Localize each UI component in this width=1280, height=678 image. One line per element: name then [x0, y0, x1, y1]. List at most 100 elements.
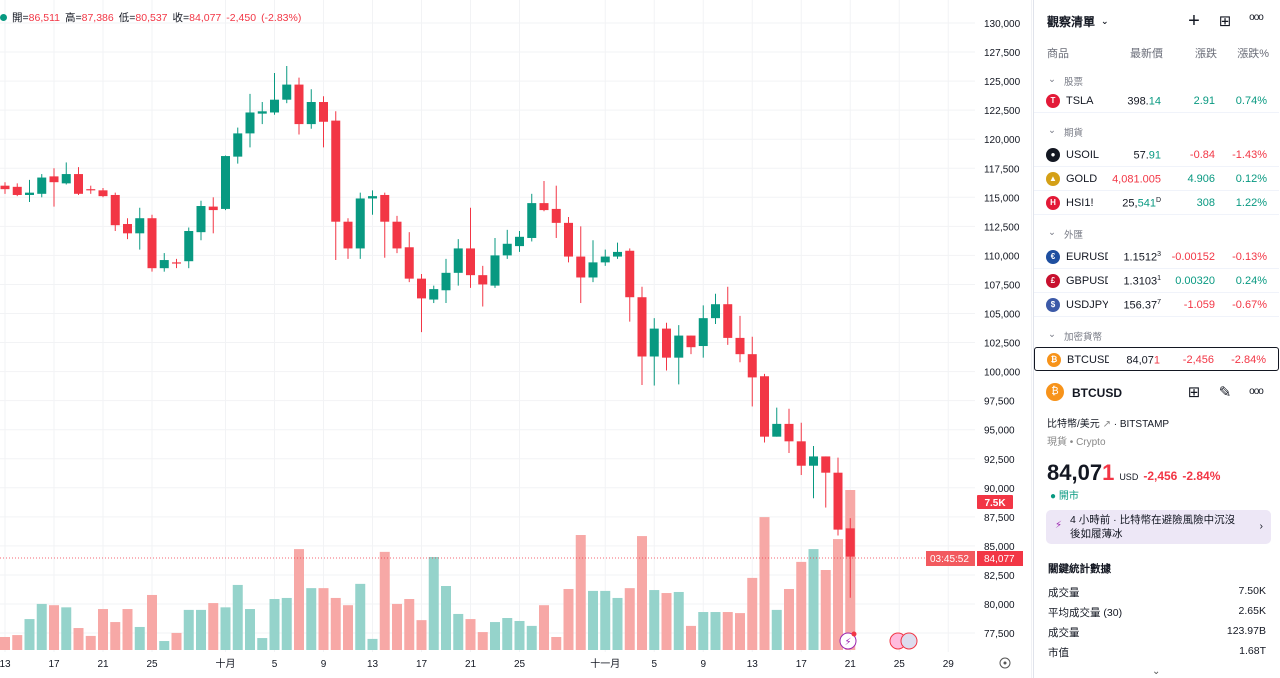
news-headline[interactable]: 4 小時前 · 比特幣在避險風險中沉沒後如履薄冰 [1070, 514, 1236, 540]
section-forex[interactable]: ⌄ 外匯 [1048, 227, 1083, 241]
candle-body [159, 260, 169, 269]
candle [809, 445, 818, 499]
volume-bar [514, 620, 525, 650]
detail-change-pct: -2.84% [1182, 469, 1221, 483]
section-futures[interactable]: ⌄ 期貨 [1048, 125, 1083, 139]
candle [833, 457, 843, 536]
watchlist-row-gbpusd[interactable]: £ GBPUSD 1.31031 0.00320 0.24% [1034, 269, 1279, 293]
candle-body [123, 224, 132, 234]
x-tick-label: 9 [700, 659, 706, 670]
settings-icon[interactable] [999, 657, 1011, 669]
detail-category: Crypto [1076, 437, 1106, 448]
candle-body [319, 102, 328, 122]
y-tick-label: 85,000 [984, 542, 1015, 553]
section-stocks[interactable]: ⌄ 股票 [1048, 74, 1083, 88]
stat-label: 平均成交量 (30) [1048, 607, 1123, 619]
volume-bar [110, 622, 121, 650]
symbol: BTCUSD [1067, 354, 1109, 366]
candle [674, 325, 684, 385]
detail-price: 84,07 [1047, 460, 1103, 485]
edit-icon[interactable]: ✎ [1218, 384, 1232, 401]
stat-value: 123.97B [1226, 625, 1266, 637]
change-pct: -1.43% [1232, 149, 1267, 161]
symbol: USDJPY [1066, 299, 1108, 311]
open-value: 86,511 [28, 12, 60, 24]
volume-bar [0, 636, 10, 650]
candle-body [760, 376, 769, 437]
candle [110, 192, 120, 231]
candle [368, 190, 377, 215]
stat-label: 成交量 [1048, 627, 1080, 639]
y-tick-label: 102,500 [984, 339, 1021, 350]
volume-bar [649, 590, 660, 650]
candle [515, 230, 524, 252]
event-flag-icon[interactable] [889, 632, 918, 650]
candle-body [662, 328, 671, 358]
stat-label: 市值 [1048, 647, 1069, 659]
change: 0.00320 [1175, 275, 1215, 287]
add-symbol-icon[interactable]: + [1188, 10, 1200, 32]
watchlist-row-btcusd[interactable]: ₿ BTCUSD 84,071 -2,456 -2.84% [1034, 347, 1279, 371]
detail-more-icon[interactable]: ooo [1249, 386, 1264, 397]
expand-chevron-icon[interactable]: ⌄ [1152, 666, 1161, 677]
candle [392, 215, 402, 254]
status-dot-icon [0, 14, 7, 21]
grid-icon[interactable]: ⊞ [1187, 384, 1201, 401]
last-price: 1.31031 [1123, 275, 1161, 288]
col-last[interactable]: 最新價 [1130, 48, 1163, 60]
section-crypto[interactable]: ⌄ 加密貨幣 [1048, 329, 1102, 343]
y-tick-label: 125,000 [984, 77, 1021, 88]
watchlist-row-gold[interactable]: ▲ GOLD 4,081.005 4.906 0.12% [1034, 167, 1279, 191]
watchlist-row-usoil[interactable]: ● USOIL 57.91 -0.84 -1.43% [1034, 143, 1279, 167]
candle-body [833, 472, 843, 530]
candle-body [539, 203, 549, 211]
price-chart[interactable]: 130,000 127,500 125,000 122,500 120,000 117,5… [0, 0, 1032, 678]
price-axis[interactable]: 130,000 127,500 125,000 122,500 120,000 117,5… [984, 19, 1021, 640]
watchlist-row-eurusd[interactable]: € EURUSD 1.15123 -0.00152 -0.13% [1034, 245, 1279, 269]
detail-symbol: BTCUSD [1072, 386, 1122, 400]
external-link-icon[interactable]: ↗ [1102, 419, 1111, 430]
y-tick-label: 117,500 [984, 164, 1020, 175]
volume-bar [796, 561, 807, 650]
volume-bar [330, 597, 341, 650]
candle [270, 72, 279, 115]
candle [490, 237, 500, 288]
watchlist-title-button[interactable]: 觀察清單 ⌄ [1047, 13, 1109, 30]
y-tick-label: 87,500 [984, 513, 1015, 524]
countdown-text: 03:45:52 [930, 554, 969, 565]
detail-name[interactable]: 比特幣/美元 [1047, 419, 1100, 430]
candle [25, 179, 34, 202]
candle [196, 200, 206, 241]
volume-bar [306, 588, 317, 650]
candle-body [368, 196, 377, 199]
watchlist-row-tsla[interactable]: T TSLA 398.14 2.91 0.74% [1034, 89, 1279, 113]
col-chg[interactable]: 漲跌 [1195, 48, 1217, 60]
more-icon[interactable]: ooo [1249, 12, 1264, 23]
col-chg-pct[interactable]: 漲跌% [1237, 48, 1269, 60]
volume-bar [245, 609, 255, 650]
x-tick-label: 21 [97, 659, 109, 670]
time-axis[interactable]: 13 17 21 25 十月 5 9 13 17 21 25 十一月 5 9 13 17 21 25 29 [0, 657, 954, 670]
candle [784, 408, 794, 453]
volume-bar [600, 590, 611, 650]
watchlist-row-hsi1[interactable]: H HSI1! 25,541D 308 1.22% [1034, 191, 1279, 215]
volume-bar [722, 612, 733, 650]
layout-icon[interactable]: ⊞ [1218, 13, 1232, 30]
volume-bar [355, 583, 366, 650]
volume-bar [98, 609, 108, 650]
change-pct-value: (-2.83%) [261, 11, 302, 24]
candle [796, 422, 806, 476]
grid-lines [0, 0, 975, 652]
x-tick-label: 17 [48, 659, 60, 670]
candle [821, 456, 831, 508]
volume-bar [735, 613, 745, 650]
news-card[interactable]: ⚡ 4 小時前 · 比特幣在避險風險中沉沒後如履薄冰 › [1046, 510, 1271, 544]
watchlist-row-usdjpy[interactable]: $ USDJPY 156.377 -1.059 -0.67% [1034, 293, 1279, 317]
candle [294, 77, 304, 135]
volume-bar [147, 594, 157, 650]
volume-bar [588, 590, 598, 650]
col-symbol[interactable]: 商品 [1047, 48, 1069, 60]
candle-body [135, 218, 145, 234]
svg-text:⚡: ⚡ [844, 637, 851, 648]
event-lightning-icon[interactable]: ⚡ [839, 631, 857, 650]
